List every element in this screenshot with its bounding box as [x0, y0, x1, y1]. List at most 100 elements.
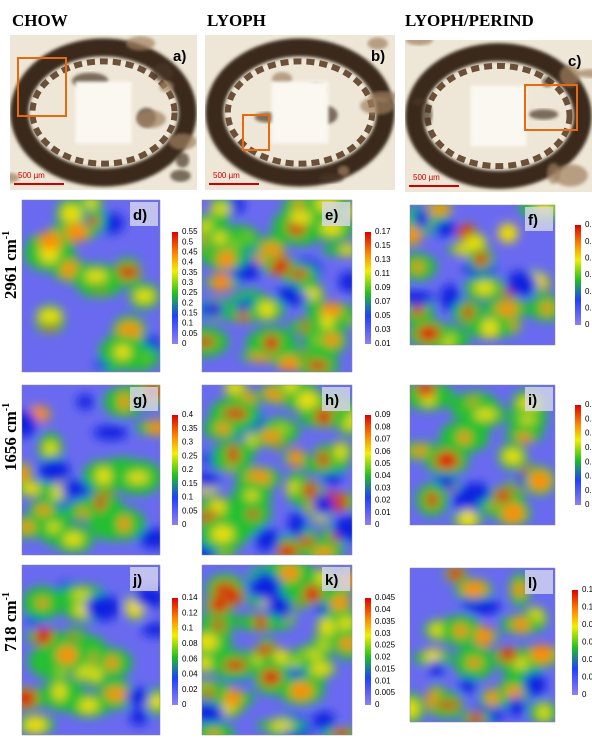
- blob: [38, 310, 62, 323]
- blob: [255, 528, 280, 552]
- colorbar-tick-label: 0.015: [375, 664, 396, 673]
- heatmap-panel: d)0.550.50.450.40.350.30.250.20.150.10.0…: [22, 189, 198, 376]
- blob: [324, 334, 340, 347]
- colorbar-tick-label: 0.: [585, 457, 592, 466]
- blob: [61, 205, 81, 222]
- blob: [198, 657, 212, 670]
- panel-label: d): [133, 207, 147, 224]
- colorbar-tick-label: 0.1: [582, 585, 592, 594]
- blob: [303, 585, 321, 602]
- row-label: 2961 cm-1: [1, 231, 20, 299]
- blob: [313, 548, 334, 558]
- blob: [147, 421, 171, 434]
- colorbar-tick-label: 0.0: [582, 673, 592, 682]
- colorbar-tick-label: 0: [585, 500, 590, 509]
- blob: [126, 688, 150, 706]
- blob: [278, 544, 297, 559]
- blob: [311, 664, 332, 674]
- tissue: [176, 153, 189, 168]
- scale-bar-label: 500 µm: [213, 171, 240, 180]
- blob: [194, 703, 224, 723]
- blob: [224, 660, 247, 671]
- blob: [335, 443, 346, 460]
- blob: [475, 627, 492, 646]
- blob: [529, 471, 551, 490]
- blob: [237, 312, 249, 321]
- blob: [468, 713, 484, 723]
- tissue: [338, 166, 350, 177]
- heatmap-panel: f)0.0.0.0.0.0.0: [398, 193, 592, 354]
- colorbar: [572, 590, 578, 695]
- tissue: [369, 91, 399, 102]
- blob: [264, 335, 280, 351]
- blob: [119, 393, 129, 410]
- blob: [339, 272, 361, 292]
- blob: [498, 223, 518, 243]
- blob: [462, 582, 486, 597]
- colorbar-tick-label: 0.: [585, 429, 592, 438]
- colorbar-tick-label: 0.15: [182, 479, 198, 488]
- blob: [257, 571, 274, 588]
- colorbar-tick-label: 0.035: [375, 617, 396, 626]
- colorbar-tick-label: 0.55: [182, 227, 198, 236]
- micrograph: b)500 µm: [205, 35, 398, 190]
- colorbar-tick-label: 0: [182, 700, 187, 709]
- blob: [259, 302, 275, 317]
- blob: [523, 672, 546, 697]
- row-label-sup: -1: [1, 592, 12, 600]
- blob: [39, 458, 70, 484]
- blob: [57, 646, 77, 664]
- colorbar-tick-label: 0.02: [182, 685, 198, 694]
- blob: [530, 645, 554, 662]
- lumen: [470, 86, 526, 147]
- colorbar-tick-label: 0: [182, 520, 187, 529]
- blob: [96, 468, 110, 484]
- blob: [36, 506, 52, 514]
- colorbar-tick-label: 0.05: [375, 459, 391, 468]
- blob: [507, 697, 525, 717]
- micrograph: c)500 µm: [405, 35, 592, 192]
- blob: [332, 515, 365, 542]
- row-label: 1656 cm-1: [1, 403, 20, 471]
- blob: [435, 451, 459, 469]
- heatmap-panel: i)0.0.0.0.0.0.0.0: [395, 381, 592, 529]
- colorbar-tick-label: 0.4: [182, 410, 194, 419]
- blob: [210, 205, 232, 214]
- panel-label: l): [528, 575, 537, 592]
- blob: [458, 432, 471, 444]
- blob: [197, 634, 218, 650]
- colorbar-tick-label: 0.05: [375, 311, 391, 320]
- colorbar-tick-label: 0: [582, 690, 587, 699]
- blob: [213, 273, 231, 291]
- colorbar-tick-label: 0.2: [182, 298, 194, 307]
- blob: [260, 431, 281, 442]
- colorbar-tick-label: 0.03: [375, 483, 391, 492]
- colorbar-tick-label: 0.25: [182, 288, 198, 297]
- blob: [434, 220, 457, 237]
- blob: [115, 345, 131, 359]
- colorbar-tick-label: 0.: [585, 303, 592, 312]
- blob: [482, 318, 497, 338]
- blob: [403, 700, 418, 718]
- blob: [270, 721, 293, 730]
- colorbar-tick-label: 0: [375, 700, 380, 709]
- blob: [514, 582, 526, 596]
- blob: [213, 233, 226, 244]
- colorbar-tick-label: 0.1: [582, 603, 592, 612]
- blob: [506, 271, 538, 297]
- colorbar: [172, 598, 178, 705]
- colorbar: [172, 415, 178, 525]
- blob: [487, 690, 498, 707]
- colorbar-tick-label: 0: [375, 520, 380, 529]
- colorbar-tick-label: 0.09: [375, 283, 391, 292]
- panel-label: k): [325, 572, 338, 589]
- panel-label: i): [528, 392, 537, 409]
- colorbar: [365, 415, 371, 525]
- blob: [280, 565, 299, 581]
- blob: [134, 290, 154, 302]
- blob: [93, 425, 128, 440]
- heatmap-panel: k)0.0450.040.0350.030.0250.020.0150.010.…: [180, 556, 396, 738]
- colorbar-tick-label: 0.15: [375, 241, 391, 250]
- colorbar-tick-label: 0.14: [182, 593, 198, 602]
- colorbar-tick-label: 0.03: [375, 325, 391, 334]
